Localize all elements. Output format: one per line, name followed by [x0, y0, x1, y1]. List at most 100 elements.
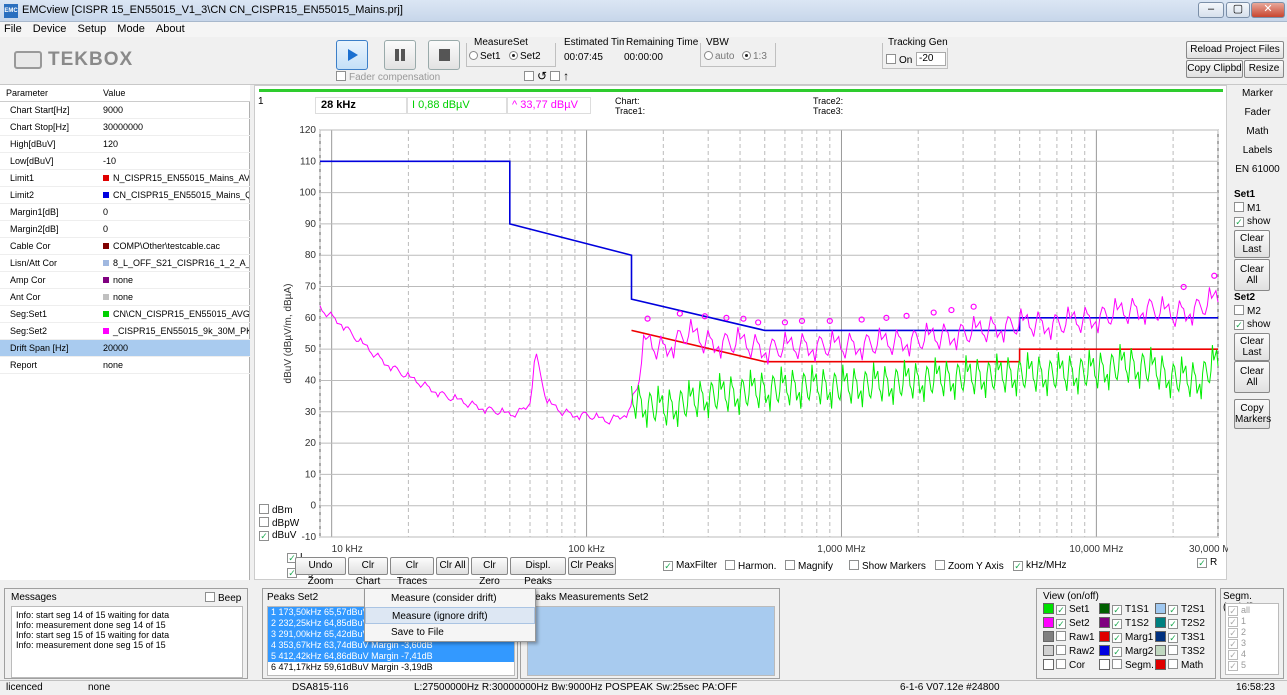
tracking-gen-input[interactable]: -20 [916, 52, 946, 66]
unit-dbpw-check[interactable]: dBpW [259, 517, 299, 529]
peak-line[interactable]: 4 353,67kHz 63,74dBuV Margin -3,60dB [268, 640, 514, 651]
btn-clr-chart[interactable]: Clr Chart [348, 557, 388, 587]
set2-show-check[interactable]: ✓ show [1234, 319, 1271, 330]
view-toggle-raw2[interactable]: Raw2 [1043, 645, 1095, 657]
save-to-file-item[interactable]: Save to File [391, 627, 444, 638]
view-toggle-t3s2[interactable]: T3S2 [1155, 645, 1205, 657]
vbw-ratio-radio[interactable]: 1:3 [742, 51, 767, 62]
view-toggle-set2[interactable]: ✓ Set2 [1043, 617, 1090, 629]
set1-show-check[interactable]: ✓ show [1234, 216, 1271, 227]
play-button[interactable] [336, 40, 368, 70]
menu-file[interactable]: File [4, 23, 22, 35]
m1-check[interactable]: M1 [1234, 202, 1261, 214]
peak-measurements-list[interactable] [527, 606, 775, 676]
btn-clr-traces[interactable]: Clr Traces [390, 557, 434, 587]
btn-clr-zero[interactable]: Clr Zero [471, 557, 508, 587]
view-toggle-raw1[interactable]: Raw1 [1043, 631, 1095, 643]
btn-displ-peaks[interactable]: Displ. Peaks [510, 557, 566, 587]
beep-check[interactable]: Beep [205, 592, 241, 604]
labels-tab[interactable]: Labels [1242, 145, 1273, 156]
tracking-on-check[interactable]: On [886, 54, 912, 66]
pause-button[interactable] [384, 40, 416, 70]
refresh-icon[interactable]: ↺ [537, 69, 548, 83]
btn-clr-all[interactable]: Clr All [436, 557, 469, 575]
parameter-row[interactable]: Seg:Set1 CN\CN_CISPR15_EN55015_AVG.seg [0, 306, 250, 323]
parameter-row[interactable]: Limit1 N_CISPR15_EN55015_Mains_AVG.lim [0, 170, 250, 187]
view-toggle-t2s1[interactable]: ✓ T2S1 [1155, 603, 1205, 615]
measure-ignore-drift-item[interactable]: Measure (ignore drift) [365, 607, 535, 624]
check-khz-mhz[interactable]: ✓ kHz/MHz [1013, 560, 1067, 571]
view-toggle-t3s1[interactable]: ✓ T3S1 [1155, 631, 1205, 643]
fader-tab[interactable]: Fader [1244, 107, 1271, 118]
segment-item[interactable]: ✓ 4 [1228, 649, 1247, 660]
parameter-row[interactable]: Report none [0, 357, 250, 374]
set1-radio[interactable]: Set1 [469, 51, 501, 62]
menu-device[interactable]: Device [32, 23, 67, 35]
marker-tab[interactable]: Marker [1241, 88, 1274, 99]
parameter-row[interactable]: Chart Stop[Hz] 30000000 [0, 119, 250, 136]
parameter-row[interactable]: Ant Cor none [0, 289, 250, 306]
chart-panel[interactable]: 1 28 kHz I 0,88 dBµV ^ 33,77 dBµV Chart:… [254, 85, 1228, 587]
parameter-row[interactable]: High[dBuV] 120 [0, 136, 250, 153]
math-tab[interactable]: Math [1246, 126, 1269, 137]
parameter-row[interactable]: Margin2[dB] 0 [0, 221, 250, 238]
measure-consider-drift-item[interactable]: Measure (consider drift) [391, 593, 497, 604]
peak-line[interactable]: 5 412,42kHz 64,86dBuV Margin -7,41dB [268, 651, 514, 662]
m2-check[interactable]: M2 [1234, 305, 1261, 317]
check-harmon-[interactable]: Harmon. [725, 560, 776, 572]
menu-mode[interactable]: Mode [117, 23, 145, 35]
view-toggle-set1[interactable]: ✓ Set1 [1043, 603, 1090, 615]
menu-about[interactable]: About [155, 23, 185, 35]
copy-clipboard-button[interactable]: Copy Clipbd [1186, 60, 1243, 78]
parameter-row[interactable]: Lisn/Att Cor 8_L_OFF_S21_CISPR16_1_2_A_8.… [0, 255, 250, 272]
unit-dbm-check[interactable]: dBm [259, 504, 293, 516]
parameter-row[interactable]: Limit2 CN_CISPR15_EN55015_Mains_QP.lim [0, 187, 250, 204]
minimize-button[interactable]: – [1198, 2, 1224, 18]
segment-item[interactable]: ✓ 3 [1228, 638, 1247, 649]
messages-list[interactable]: Info: start seg 14 of 15 waiting for dat… [11, 606, 243, 678]
parameter-row[interactable]: Seg:Set2 _CISPR15_EN55015_9k_30M_PK.seg [0, 323, 250, 340]
btn-undo-zoom[interactable]: Undo Zoom [295, 557, 346, 587]
measureset-extra[interactable]: ↺ ↑ [524, 69, 569, 83]
segment-item[interactable]: ✓ 5 [1228, 660, 1247, 671]
parameter-row[interactable]: Chart Start[Hz] 9000 [0, 102, 250, 119]
view-toggle-segm[interactable]: Segm. [1099, 659, 1154, 671]
check-magnify[interactable]: Magnify [785, 560, 833, 572]
check-maxfilter[interactable]: ✓ MaxFilter [663, 560, 718, 571]
r-check[interactable]: ✓ R [1197, 557, 1218, 568]
check-zoom-y-axis[interactable]: Zoom Y Axis [935, 560, 1004, 572]
view-toggle-marg1[interactable]: ✓ Marg1 [1099, 631, 1153, 643]
resize-button[interactable]: Resize [1244, 60, 1284, 78]
segments-list[interactable]: ✓ all ✓ 1 ✓ 2 ✓ 3 ✓ 4 ✓ 5 [1225, 603, 1279, 675]
emc-chart[interactable]: -10 0 10 20 30 40 50 60 70 80 90 100 110 120 10 kHz 100… [255, 86, 1228, 581]
en61000-tab[interactable]: EN 61000 [1235, 164, 1280, 175]
view-toggle-marg2[interactable]: ✓ Marg2 [1099, 645, 1153, 657]
copy-markers-button[interactable]: Copy Markers [1234, 399, 1271, 429]
btn-clr-peaks[interactable]: Clr Peaks [568, 557, 616, 575]
close-button[interactable]: ✕ [1251, 2, 1285, 18]
view-toggle-t2s2[interactable]: ✓ T2S2 [1155, 617, 1205, 629]
view-toggle-t1s1[interactable]: ✓ T1S1 [1099, 603, 1149, 615]
fader-compensation-check[interactable]: Fader compensation [336, 71, 440, 83]
parameter-row[interactable]: Drift Span [Hz] 20000 [0, 340, 250, 357]
view-toggle-math[interactable]: Math [1155, 659, 1203, 671]
vbw-auto-radio[interactable]: auto [704, 51, 734, 62]
set1-clear-all-button[interactable]: Clear All [1234, 259, 1270, 291]
menu-setup[interactable]: Setup [77, 23, 107, 35]
check-show-markers[interactable]: Show Markers [849, 560, 926, 572]
arrow-up-icon[interactable]: ↑ [563, 69, 570, 83]
parameter-row[interactable]: Amp Cor none [0, 272, 250, 289]
set2-clear-last-button[interactable]: Clear Last [1234, 333, 1270, 361]
set1-clear-last-button[interactable]: Clear Last [1234, 230, 1270, 258]
view-toggle-cor[interactable]: Cor [1043, 659, 1085, 671]
segment-item[interactable]: ✓ 1 [1228, 616, 1247, 627]
segment-item[interactable]: ✓ all [1228, 605, 1251, 616]
set2-clear-all-button[interactable]: Clear All [1234, 361, 1270, 393]
parameter-row[interactable]: Margin1[dB] 0 [0, 204, 250, 221]
set2-radio[interactable]: Set2 [509, 51, 541, 62]
peak-line[interactable]: 6 471,17kHz 59,61dBuV Margin -3,19dB [271, 662, 433, 672]
parameter-row[interactable]: Cable Cor COMP\Other\testcable.cac [0, 238, 250, 255]
reload-project-files-button[interactable]: Reload Project Files [1186, 41, 1284, 59]
parameter-row[interactable]: Low[dBuV] -10 [0, 153, 250, 170]
unit-dbuv-check[interactable]: ✓ dBuV [259, 530, 297, 541]
